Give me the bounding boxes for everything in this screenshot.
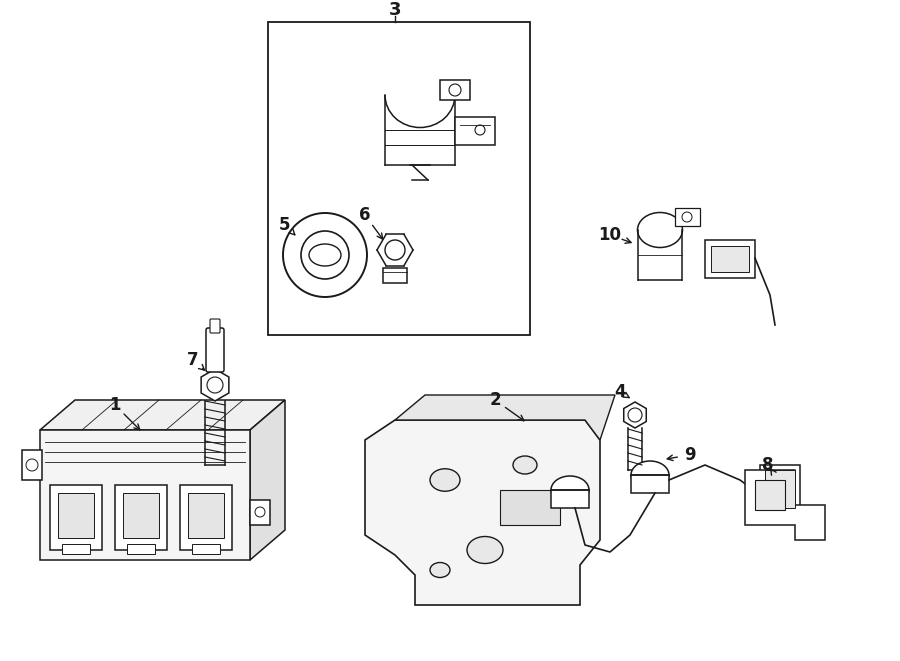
Circle shape (301, 231, 349, 279)
Ellipse shape (551, 476, 589, 504)
Circle shape (26, 459, 38, 471)
Text: 9: 9 (684, 446, 696, 464)
Bar (711, 246, 749, 272)
Text: 6: 6 (359, 206, 371, 224)
Bar (62, 544, 90, 554)
Bar (440, 80, 470, 100)
Bar (268, 22, 530, 335)
Polygon shape (250, 400, 285, 560)
Text: 1: 1 (109, 396, 121, 414)
Bar (127, 544, 155, 554)
Polygon shape (40, 400, 285, 430)
Circle shape (385, 240, 405, 260)
Polygon shape (40, 430, 250, 560)
FancyBboxPatch shape (206, 328, 224, 372)
Circle shape (682, 212, 692, 222)
FancyBboxPatch shape (210, 319, 220, 333)
Bar (705, 240, 755, 278)
Bar (115, 485, 167, 550)
Bar (188, 493, 224, 538)
Polygon shape (455, 117, 495, 145)
Bar (22, 450, 42, 480)
Text: 10: 10 (598, 226, 622, 244)
Bar (123, 493, 159, 538)
Polygon shape (201, 369, 229, 401)
Text: 8: 8 (762, 456, 774, 474)
Polygon shape (745, 470, 825, 540)
Bar (250, 500, 270, 525)
Bar (551, 490, 589, 508)
Bar (631, 475, 669, 493)
Ellipse shape (513, 456, 537, 474)
Bar (383, 268, 407, 283)
Circle shape (628, 408, 642, 422)
Text: 5: 5 (279, 216, 291, 234)
Bar (50, 485, 102, 550)
Text: 4: 4 (614, 383, 626, 401)
Circle shape (449, 84, 461, 96)
Bar (192, 544, 220, 554)
Circle shape (207, 377, 223, 393)
Bar (755, 480, 785, 510)
Bar (58, 493, 94, 538)
Text: 2: 2 (490, 391, 500, 409)
Ellipse shape (309, 244, 341, 266)
Bar (765, 470, 795, 508)
Circle shape (283, 213, 367, 297)
Ellipse shape (430, 469, 460, 491)
Bar (500, 490, 560, 525)
Polygon shape (624, 402, 646, 428)
Text: 7: 7 (187, 351, 199, 369)
Polygon shape (365, 420, 600, 605)
Ellipse shape (631, 461, 669, 489)
Ellipse shape (467, 537, 503, 563)
Circle shape (475, 125, 485, 135)
Ellipse shape (430, 563, 450, 578)
Polygon shape (395, 395, 615, 440)
Bar (180, 485, 232, 550)
Ellipse shape (637, 212, 682, 247)
Text: 3: 3 (389, 1, 401, 19)
Bar (760, 465, 800, 515)
Bar (675, 208, 700, 226)
Circle shape (255, 507, 265, 517)
